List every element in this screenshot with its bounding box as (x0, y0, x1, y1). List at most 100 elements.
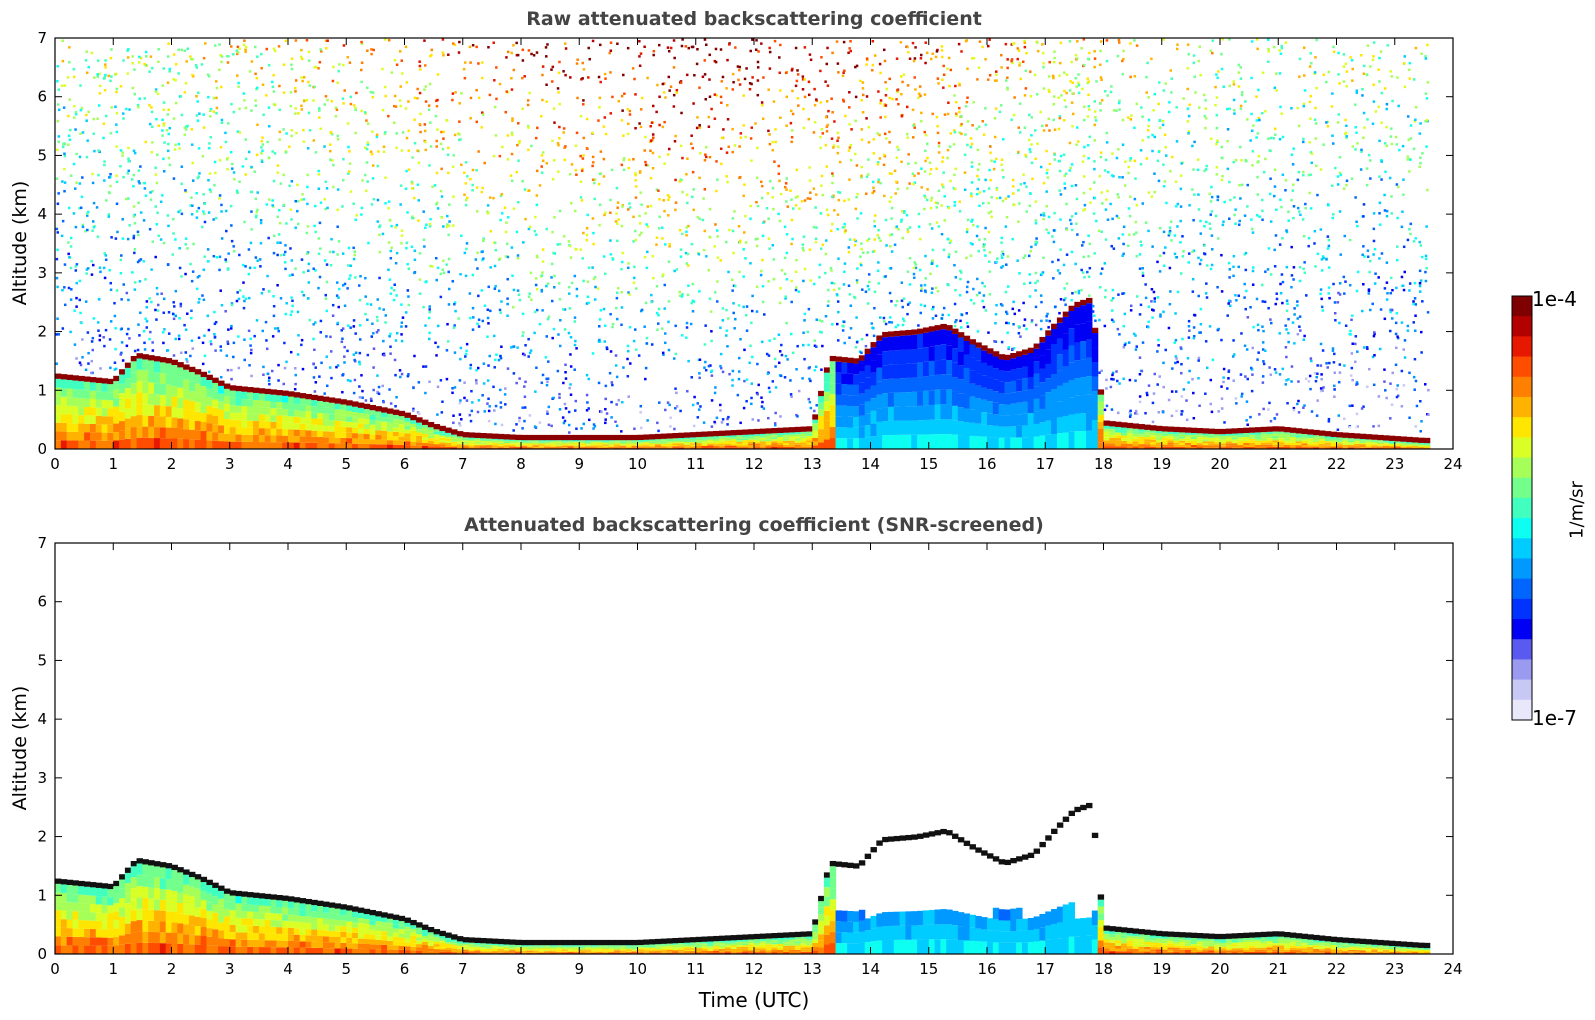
noise-cell (748, 361, 751, 365)
noise-cell (952, 187, 956, 190)
noise-cell (598, 325, 601, 328)
noise-cell (482, 382, 486, 385)
heatmap-cell (486, 445, 493, 447)
noise-cell (238, 289, 242, 292)
noise-cell (404, 107, 408, 110)
noise-cell (78, 155, 82, 159)
noise-cell (230, 368, 233, 372)
noise-cell (708, 155, 712, 159)
noise-cell (97, 173, 100, 177)
noise-cell (773, 337, 776, 341)
noise-cell (466, 196, 469, 200)
heatmap-cell (602, 442, 609, 444)
noise-cell (460, 91, 463, 95)
noise-cell (172, 53, 176, 56)
noise-cell (750, 321, 753, 325)
noise-cell (254, 45, 257, 49)
noise-cell (966, 120, 970, 123)
noise-cell (614, 220, 618, 223)
noise-cell (867, 125, 871, 129)
noise-cell (732, 284, 736, 288)
noise-cell (470, 389, 473, 393)
noise-cell (366, 141, 370, 144)
noise-cell (576, 96, 579, 100)
heatmap-cell (392, 419, 400, 424)
noise-cell (948, 253, 951, 256)
noise-cell (826, 123, 830, 127)
noise-cell (843, 230, 847, 234)
heatmap-cell (288, 429, 295, 436)
noise-cell (138, 97, 141, 100)
heatmap-cell (847, 373, 854, 385)
noise-cell (90, 51, 94, 55)
noise-cell (272, 179, 276, 183)
noise-cell (646, 76, 649, 80)
noise-cell (314, 230, 317, 234)
noise-cell (685, 321, 689, 325)
heatmap-cell (590, 445, 598, 447)
noise-cell (260, 151, 263, 155)
noise-cell (489, 229, 493, 233)
heatmap-cell (474, 444, 481, 447)
noise-cell (202, 126, 206, 129)
noise-cell (156, 303, 160, 307)
noise-cell (652, 49, 656, 53)
heatmap-cell (561, 445, 569, 447)
noise-cell (249, 190, 253, 194)
heatmap-cell (911, 406, 918, 421)
heatmap-cell (491, 446, 499, 448)
noise-cell (390, 246, 393, 249)
noise-cell (167, 108, 170, 112)
heatmap-cell (905, 392, 912, 407)
noise-cell (953, 200, 957, 204)
noise-cell (749, 344, 752, 347)
noise-cell (115, 130, 119, 134)
noise-cell (976, 277, 979, 281)
noise-cell (248, 364, 251, 367)
noise-cell (767, 386, 771, 390)
heatmap-cell (119, 383, 126, 394)
noise-cell (492, 196, 495, 200)
noise-cell (925, 198, 929, 202)
heatmap-cell (200, 422, 208, 432)
heatmap-cell (264, 428, 272, 436)
noise-cell (883, 132, 887, 136)
noise-cell (849, 143, 853, 147)
noise-cell (384, 314, 388, 317)
noise-cell (168, 70, 171, 73)
noise-cell (115, 174, 118, 177)
heatmap-cell (84, 398, 91, 407)
heatmap-cell (375, 444, 382, 449)
noise-cell (709, 310, 713, 313)
noise-cell (266, 372, 270, 376)
noise-cell (73, 187, 77, 190)
noise-cell (966, 218, 970, 222)
heatmap-cell (963, 354, 971, 368)
noise-cell (317, 237, 321, 240)
noise-cell (413, 96, 417, 100)
noise-cell (627, 122, 630, 126)
noise-cell (255, 153, 259, 157)
noise-cell (90, 359, 94, 363)
noise-cell (190, 339, 194, 342)
heatmap-cell (695, 444, 703, 447)
noise-cell (941, 156, 945, 159)
noise-cell (313, 66, 317, 69)
noise-cell (923, 283, 927, 287)
heatmap-cell (946, 434, 953, 449)
heatmap-cell (783, 440, 790, 443)
noise-cell (620, 163, 624, 167)
heatmap-cell (154, 416, 161, 428)
noise-cell (521, 76, 524, 80)
noise-cell (454, 309, 457, 313)
heatmap-cell (445, 438, 452, 441)
heatmap-cell (410, 434, 417, 439)
noise-cell (353, 378, 357, 382)
noise-cell (86, 212, 89, 215)
noise-cell (611, 322, 615, 326)
heatmap-cell (788, 436, 796, 439)
noise-cell (604, 77, 607, 80)
noise-cell (646, 419, 649, 422)
noise-cell (685, 193, 689, 197)
heatmap-cell (567, 441, 575, 443)
